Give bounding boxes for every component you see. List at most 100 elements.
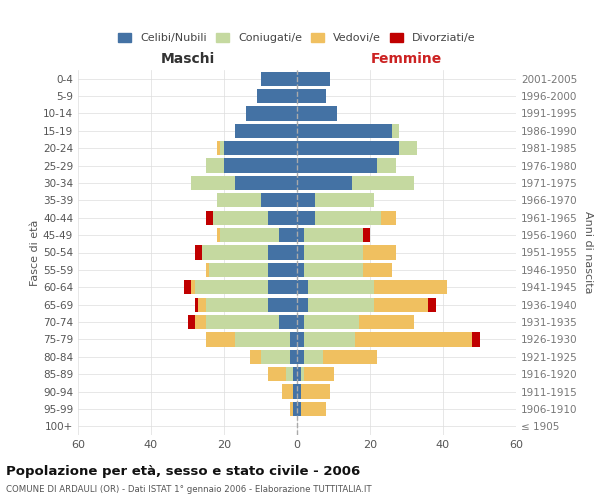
Bar [279, 228, 297, 242]
Bar [213, 210, 268, 225]
Bar [304, 246, 362, 260]
Bar [220, 141, 224, 156]
Bar [355, 332, 472, 346]
Bar [472, 332, 479, 346]
Bar [268, 367, 286, 382]
Bar [191, 176, 235, 190]
Bar [220, 228, 279, 242]
Bar [297, 246, 304, 260]
Y-axis label: Anni di nascita: Anni di nascita [583, 211, 593, 294]
Bar [290, 350, 297, 364]
Bar [235, 124, 297, 138]
Bar [374, 280, 446, 294]
Bar [268, 210, 297, 225]
Bar [297, 176, 352, 190]
Bar [297, 350, 304, 364]
Y-axis label: Fasce di età: Fasce di età [30, 220, 40, 286]
Bar [297, 315, 304, 329]
Bar [206, 315, 279, 329]
Bar [301, 402, 326, 416]
Bar [297, 367, 301, 382]
Bar [352, 176, 414, 190]
Bar [195, 246, 202, 260]
Bar [187, 315, 195, 329]
Bar [428, 298, 436, 312]
Bar [304, 367, 334, 382]
Bar [304, 315, 359, 329]
Bar [206, 210, 213, 225]
Bar [260, 193, 297, 208]
Bar [250, 350, 260, 364]
Bar [290, 332, 297, 346]
Bar [206, 332, 235, 346]
Bar [297, 158, 377, 172]
Bar [297, 263, 304, 277]
Bar [293, 367, 297, 382]
Bar [297, 384, 301, 398]
Bar [202, 246, 268, 260]
Bar [260, 350, 290, 364]
Bar [279, 315, 297, 329]
Bar [297, 228, 304, 242]
Text: Popolazione per età, sesso e stato civile - 2006: Popolazione per età, sesso e stato civil… [6, 464, 360, 477]
Bar [206, 158, 224, 172]
Bar [297, 106, 337, 120]
Bar [268, 280, 297, 294]
Bar [301, 367, 304, 382]
Bar [297, 72, 330, 86]
Bar [224, 158, 297, 172]
Bar [184, 280, 191, 294]
Bar [217, 193, 260, 208]
Bar [297, 124, 392, 138]
Bar [399, 141, 418, 156]
Bar [301, 384, 330, 398]
Text: Maschi: Maschi [160, 52, 215, 66]
Bar [268, 246, 297, 260]
Bar [304, 332, 355, 346]
Bar [217, 141, 220, 156]
Legend: Celibi/Nubili, Coniugati/e, Vedovi/e, Divorziati/e: Celibi/Nubili, Coniugati/e, Vedovi/e, Di… [114, 28, 480, 48]
Bar [195, 298, 199, 312]
Bar [293, 384, 297, 398]
Bar [308, 298, 374, 312]
Bar [235, 176, 297, 190]
Bar [195, 315, 206, 329]
Bar [235, 332, 290, 346]
Bar [297, 89, 326, 103]
Bar [304, 350, 323, 364]
Bar [191, 280, 195, 294]
Bar [359, 315, 414, 329]
Bar [392, 124, 399, 138]
Bar [217, 228, 220, 242]
Bar [297, 141, 399, 156]
Bar [297, 193, 315, 208]
Bar [283, 384, 293, 398]
Bar [290, 402, 293, 416]
Bar [362, 263, 392, 277]
Bar [293, 402, 297, 416]
Bar [315, 210, 381, 225]
Text: Femmine: Femmine [371, 52, 442, 66]
Bar [195, 280, 268, 294]
Bar [297, 298, 308, 312]
Bar [377, 158, 395, 172]
Bar [362, 228, 370, 242]
Bar [381, 210, 395, 225]
Bar [209, 263, 268, 277]
Bar [304, 228, 362, 242]
Text: COMUNE DI ARDAULI (OR) - Dati ISTAT 1° gennaio 2006 - Elaborazione TUTTITALIA.IT: COMUNE DI ARDAULI (OR) - Dati ISTAT 1° g… [6, 485, 371, 494]
Bar [206, 263, 209, 277]
Bar [257, 89, 297, 103]
Bar [268, 298, 297, 312]
Bar [297, 280, 308, 294]
Bar [362, 246, 395, 260]
Bar [308, 280, 374, 294]
Bar [297, 332, 304, 346]
Bar [246, 106, 297, 120]
Bar [304, 263, 362, 277]
Bar [206, 298, 268, 312]
Bar [260, 72, 297, 86]
Bar [315, 193, 374, 208]
Bar [224, 141, 297, 156]
Bar [374, 298, 428, 312]
